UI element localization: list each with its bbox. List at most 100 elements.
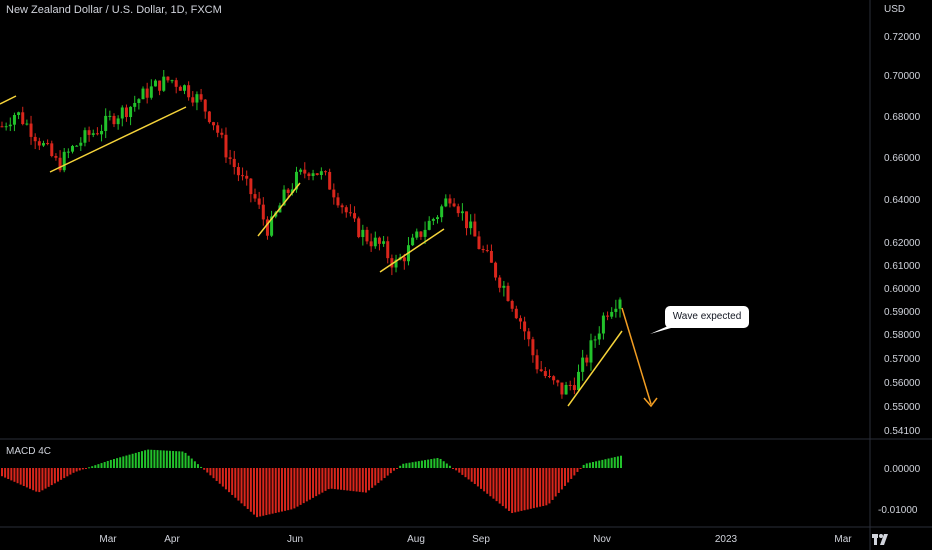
- candle-body: [187, 85, 191, 98]
- macd-bar: [355, 468, 358, 492]
- candle-body: [265, 219, 269, 236]
- candle-body: [166, 76, 170, 81]
- x-tick-label: Sep: [472, 534, 490, 545]
- candle-body: [361, 229, 365, 238]
- macd-bar: [408, 462, 411, 468]
- macd-bar: [402, 463, 405, 468]
- macd-bar: [545, 468, 548, 506]
- macd-bar: [433, 458, 436, 468]
- macd-bar: [109, 459, 112, 468]
- macd-bar: [119, 457, 122, 468]
- candle-body: [386, 241, 390, 259]
- macd-bar: [476, 468, 479, 487]
- macd-bar: [361, 468, 364, 493]
- macd-bar: [396, 468, 399, 469]
- candle-body: [199, 94, 203, 100]
- macd-bar: [13, 468, 16, 482]
- macd-bar: [514, 468, 517, 513]
- candle-body: [191, 97, 195, 103]
- candle-body: [253, 194, 257, 199]
- candle-body: [129, 106, 133, 118]
- candle-body: [415, 231, 419, 238]
- candle-body: [535, 355, 539, 370]
- macd-bar: [277, 468, 280, 513]
- macd-bar: [41, 468, 44, 491]
- candle-body: [120, 107, 124, 119]
- candle-body: [411, 237, 415, 246]
- macd-bar: [103, 462, 106, 468]
- macd-bar: [75, 468, 78, 472]
- candle-body: [307, 173, 311, 177]
- callout-pointer: [650, 326, 678, 334]
- candle-body: [365, 229, 369, 242]
- candle-body: [33, 136, 37, 142]
- candle-body: [527, 331, 531, 340]
- macd-bar: [539, 468, 542, 507]
- macd-bar: [492, 468, 495, 499]
- candle-body: [369, 241, 373, 247]
- candle-body: [75, 145, 79, 147]
- candle-body: [108, 115, 112, 117]
- macd-bar: [56, 468, 59, 482]
- candle-body: [444, 198, 448, 207]
- macd-bar: [548, 468, 551, 504]
- candle-body: [245, 175, 249, 179]
- macd-bar: [352, 468, 355, 492]
- macd-bar: [168, 450, 171, 468]
- x-tick-label: Jun: [287, 534, 303, 545]
- candle-body: [133, 102, 137, 107]
- macd-bar: [84, 468, 87, 469]
- candle-body: [353, 213, 357, 219]
- macd-bar: [159, 450, 162, 468]
- candle-body: [601, 315, 605, 334]
- macd-bar: [498, 468, 501, 504]
- candle-body: [4, 126, 8, 128]
- macd-bar: [399, 465, 402, 468]
- candle-body: [394, 259, 398, 268]
- candle-body: [224, 134, 228, 158]
- candle-body: [257, 198, 261, 205]
- candle-body: [606, 315, 610, 317]
- macd-bar: [567, 468, 570, 483]
- macd-bar: [380, 468, 383, 481]
- macd-bar: [16, 468, 19, 484]
- candle-body: [543, 371, 547, 377]
- macd-bar: [501, 468, 504, 507]
- macd-bar: [467, 468, 470, 480]
- macd-bar: [570, 468, 573, 479]
- candle-body: [344, 207, 348, 213]
- macd-bar: [579, 468, 582, 469]
- candle-body: [328, 171, 332, 190]
- candle-body: [162, 76, 166, 91]
- macd-bar: [324, 468, 327, 491]
- macd-bar: [280, 468, 283, 512]
- macd-bar: [389, 468, 392, 474]
- candle-body: [324, 171, 328, 173]
- macd-bar: [172, 450, 175, 468]
- candle-body: [510, 300, 514, 309]
- macd-bar: [81, 468, 84, 470]
- macd-bar: [88, 467, 91, 469]
- macd-bar: [131, 453, 134, 468]
- macd-bar: [427, 459, 430, 468]
- x-tick-label: Mar: [99, 534, 117, 545]
- macd-bar: [200, 466, 203, 468]
- candle-body: [95, 133, 99, 135]
- candle-body: [377, 237, 381, 244]
- macd-bar: [613, 457, 616, 468]
- macd-bar: [128, 454, 131, 468]
- candle-body: [460, 211, 464, 214]
- macd-bar: [181, 451, 184, 468]
- candle-body: [294, 171, 298, 190]
- macd-bar: [526, 468, 529, 510]
- macd-bar: [439, 458, 442, 468]
- y-tick-label: 0.68000: [884, 112, 921, 123]
- macd-bar: [50, 468, 53, 486]
- macd-bar: [452, 468, 455, 469]
- macd-bar: [336, 468, 339, 490]
- macd-bar: [122, 456, 125, 468]
- macd-bar: [564, 468, 567, 486]
- y-tick-label: 0.54100: [884, 426, 921, 437]
- candle-body: [66, 151, 70, 153]
